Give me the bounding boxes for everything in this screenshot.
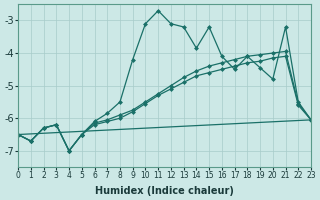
- X-axis label: Humidex (Indice chaleur): Humidex (Indice chaleur): [95, 186, 234, 196]
